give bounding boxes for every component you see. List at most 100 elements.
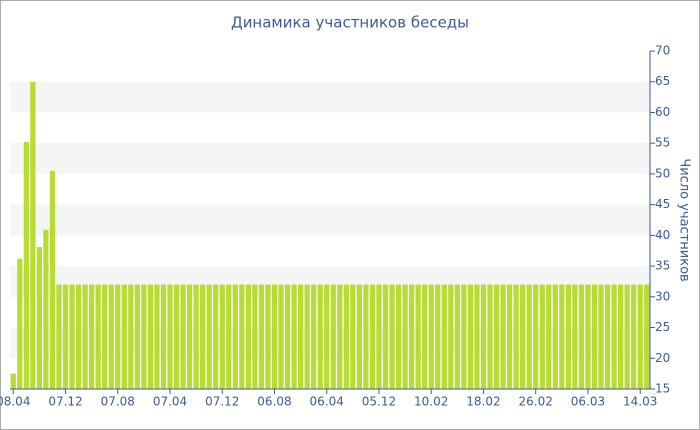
bar (618, 284, 624, 389)
x-tick-label: 07.08 (101, 395, 135, 409)
bar (193, 284, 199, 389)
bar (278, 284, 284, 389)
bar (30, 81, 36, 390)
bar (402, 284, 408, 389)
bar (487, 284, 493, 389)
bar (213, 284, 219, 389)
bar (363, 284, 369, 389)
bar (95, 284, 101, 389)
bar (467, 284, 474, 389)
bar (141, 284, 147, 389)
bar (128, 284, 134, 389)
bar (337, 284, 343, 389)
bar (343, 284, 349, 389)
y-tick-label: 30 (655, 289, 670, 303)
x-tick-label: 18.02 (466, 395, 500, 409)
bar (578, 284, 585, 389)
bar (304, 284, 310, 389)
x-tick-label: 06.03 (571, 395, 605, 409)
bar (585, 284, 591, 389)
bar (284, 284, 291, 389)
bar (506, 284, 513, 389)
bar (219, 284, 225, 389)
bar (448, 284, 454, 389)
bar (17, 258, 23, 389)
y-axis-label: Число участников (677, 158, 692, 281)
bar (265, 284, 271, 389)
bar (369, 284, 376, 389)
bar (239, 284, 245, 389)
bar (186, 284, 193, 389)
bar (422, 284, 428, 389)
bar (454, 284, 460, 389)
bar (252, 284, 258, 389)
bar (546, 284, 552, 389)
bar (441, 284, 447, 389)
bar (43, 229, 49, 389)
x-tick-label: 14.03 (623, 395, 657, 409)
bar (500, 284, 506, 389)
bar (56, 284, 62, 389)
bar (36, 247, 42, 389)
bar (23, 141, 29, 389)
y-tick-label: 40 (655, 228, 670, 242)
x-tick-label: 08.04 (0, 395, 30, 409)
bar (75, 284, 82, 389)
bar (232, 284, 238, 389)
bar (258, 284, 265, 389)
x-tick-label: 10.02 (414, 395, 448, 409)
bar (474, 284, 480, 389)
x-tick-label: 07.12 (48, 395, 82, 409)
bar (591, 284, 598, 389)
bar (271, 284, 278, 389)
bar (559, 284, 565, 389)
bar (611, 284, 617, 389)
bar (350, 284, 356, 389)
bar (428, 284, 434, 389)
bar (324, 284, 330, 389)
x-tick-label: 07.04 (153, 395, 187, 409)
bar (493, 284, 500, 389)
bar (644, 284, 650, 389)
bar (49, 170, 56, 389)
y-tick-label: 60 (655, 105, 670, 119)
bar (200, 284, 206, 389)
bar (513, 284, 519, 389)
x-tick-label: 06.04 (310, 395, 344, 409)
bar (520, 284, 526, 389)
bar (533, 284, 539, 389)
bar (160, 284, 167, 389)
x-tick-label: 06.08 (257, 395, 291, 409)
bar (102, 284, 108, 389)
bar (291, 284, 297, 389)
grid-band (10, 143, 650, 174)
bar (480, 284, 487, 389)
y-tick-label: 15 (655, 382, 670, 396)
bar (108, 284, 114, 389)
bar (539, 284, 545, 389)
bar (206, 284, 212, 389)
grid-band (10, 81, 650, 113)
bar (154, 284, 160, 389)
bar (62, 284, 69, 389)
bar (461, 284, 467, 389)
bar (572, 284, 578, 389)
x-tick-label: 26.02 (519, 395, 553, 409)
bar (89, 284, 95, 389)
bar (311, 284, 317, 389)
bar (376, 284, 382, 389)
bar (180, 284, 186, 389)
bar (526, 284, 532, 389)
bar (298, 284, 304, 389)
chart-title: Динамика участников беседы (231, 14, 469, 32)
bar (604, 284, 611, 389)
bar (173, 284, 180, 389)
bar (167, 284, 173, 389)
bar (382, 284, 389, 389)
y-tick-label: 45 (655, 197, 670, 211)
y-tick-label: 65 (655, 74, 670, 88)
bar (409, 284, 415, 389)
bar (356, 284, 362, 389)
bar (317, 284, 323, 389)
grid-band (10, 204, 650, 236)
